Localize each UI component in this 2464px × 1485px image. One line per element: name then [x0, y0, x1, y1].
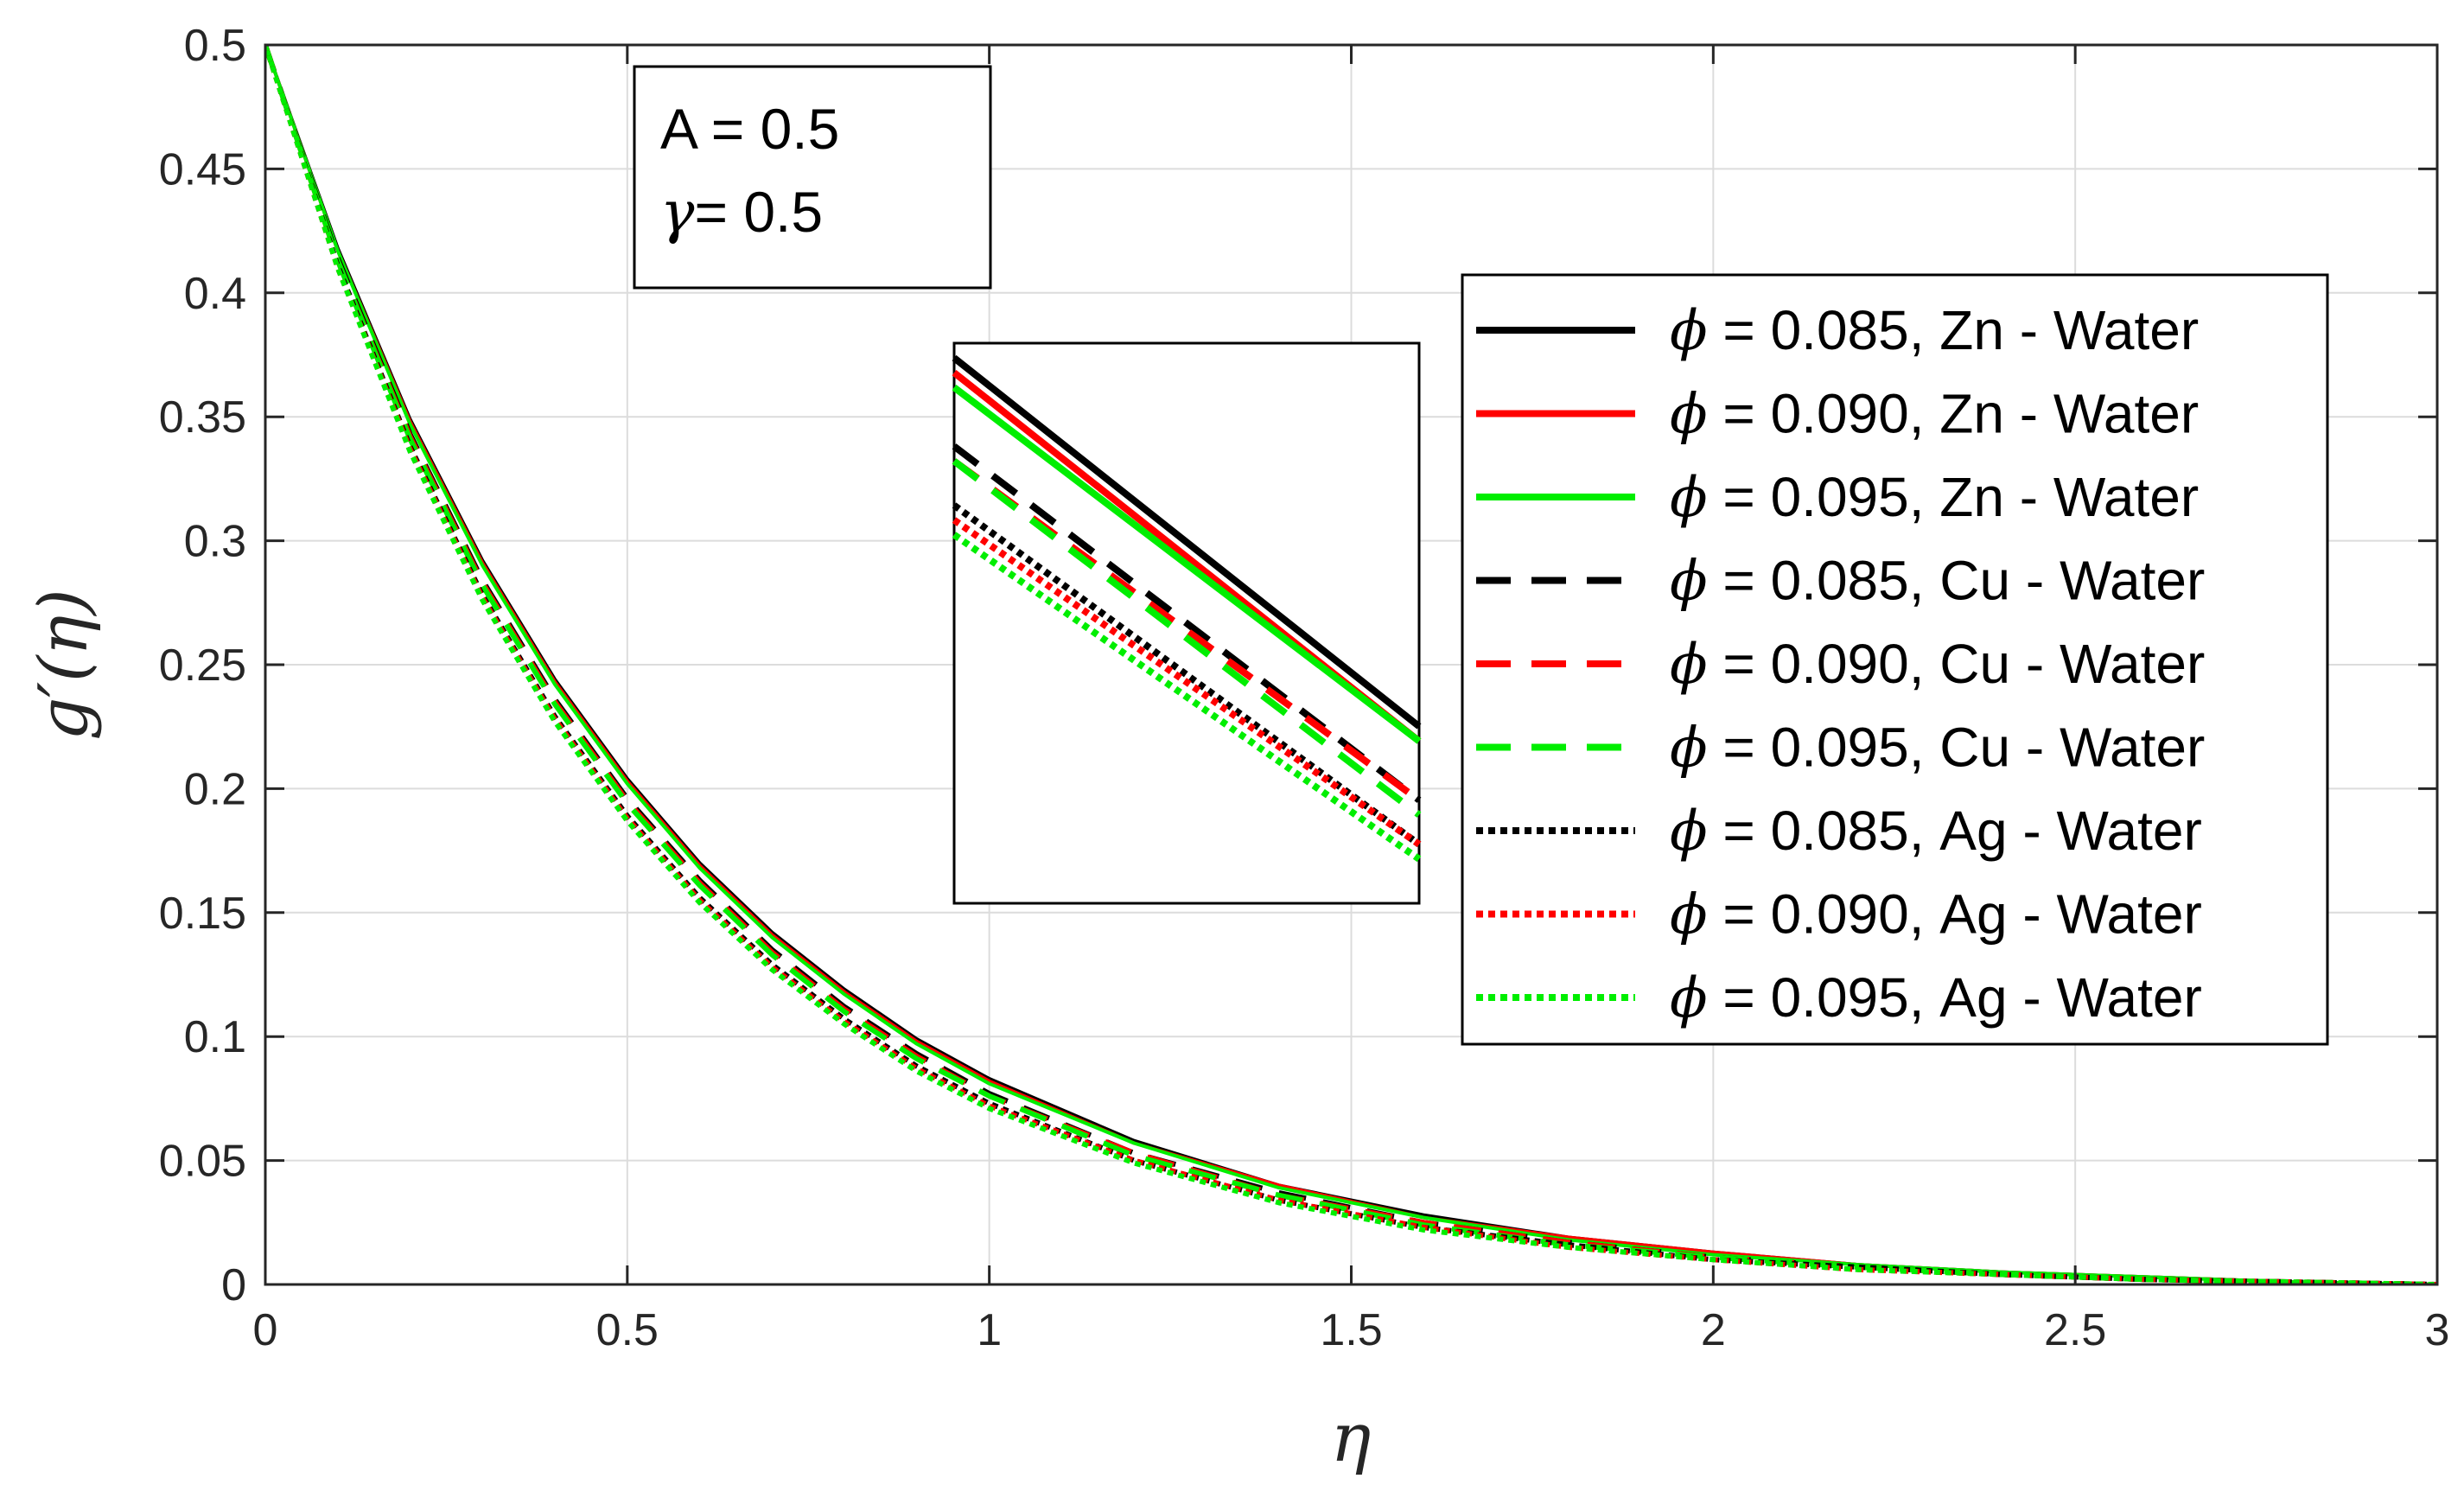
- inset-zoom: [952, 341, 1422, 905]
- y-tick-label: 0.25: [159, 641, 246, 691]
- series-line-7: [265, 45, 2437, 1284]
- legend-label-text: = 0.090, Ag - Water: [1708, 883, 2202, 946]
- x-tick-label: 1.5: [1320, 1305, 1382, 1355]
- legend-label-text: = 0.095, Zn - Water: [1708, 466, 2200, 528]
- ticks: [264, 43, 2439, 1286]
- inset-lines: [952, 354, 1422, 863]
- y-tick-label: 0.4: [184, 269, 246, 319]
- phi-symbol: ϕ: [1670, 717, 1708, 781]
- phi-symbol: ϕ: [1670, 550, 1708, 614]
- y-tick-label: 0.5: [184, 21, 246, 71]
- y-tick-label: 0.15: [159, 889, 246, 939]
- legend-label-8: ϕ = 0.090, Ag - Water: [1670, 883, 2202, 947]
- legend-label-7: ϕ = 0.085, Ag - Water: [1670, 800, 2202, 864]
- x-tick-label: 2.5: [2044, 1305, 2106, 1355]
- phi-symbol: ϕ: [1670, 633, 1708, 697]
- inset-line-1: [952, 354, 1422, 730]
- inset-line-9: [952, 532, 1422, 863]
- y-tick-label: 0: [221, 1260, 246, 1310]
- legend-label-6: ϕ = 0.095, Cu - Water: [1670, 717, 2205, 781]
- gamma-value: = 0.5: [694, 180, 823, 244]
- legend-label-text: = 0.090, Cu - Water: [1708, 633, 2206, 695]
- legend-label-text: = 0.090, Zn - Water: [1708, 383, 2200, 445]
- series-layer: [265, 45, 2437, 1284]
- annotation-box: [633, 65, 992, 290]
- gamma-symbol: γ: [660, 179, 695, 245]
- y-tick-label: 0.05: [159, 1137, 246, 1187]
- phi-symbol: ϕ: [1670, 466, 1708, 530]
- legend-box: [1461, 273, 2329, 1046]
- legend-label-3: ϕ = 0.095, Zn - Water: [1670, 466, 2199, 530]
- parameter-annotation: A = 0.5 γ= 0.5: [633, 65, 992, 290]
- inset-line-4: [952, 443, 1422, 803]
- tick-labels: 0 0.5 1 1.5 2 2.5 3 0 0.05 0.1 0.15 0.2 0.25 0.3 0.35 0…: [159, 21, 2450, 1355]
- inset-line-8: [952, 517, 1422, 848]
- y-axis-label: g′(η): [25, 589, 103, 740]
- x-tick-label: 1: [977, 1305, 1002, 1355]
- legend-label-5: ϕ = 0.090, Cu - Water: [1670, 633, 2205, 697]
- legend-label-text: = 0.085, Zn - Water: [1708, 299, 2200, 361]
- legend-label-4: ϕ = 0.085, Cu - Water: [1670, 550, 2205, 614]
- legend-label-1: ϕ = 0.085, Zn - Water: [1670, 299, 2199, 363]
- x-tick-label: 0: [253, 1305, 278, 1355]
- phi-symbol: ϕ: [1670, 966, 1708, 1030]
- y-tick-label: 0.35: [159, 392, 246, 443]
- x-tick-label: 0.5: [596, 1305, 659, 1355]
- inset-line-6: [952, 458, 1422, 818]
- phi-symbol: ϕ: [1670, 883, 1708, 947]
- legend-label-text: = 0.085, Ag - Water: [1708, 800, 2202, 862]
- y-tick-label: 0.1: [184, 1012, 246, 1062]
- phi-symbol: ϕ: [1670, 800, 1708, 864]
- x-axis-label: η: [1331, 1399, 1372, 1477]
- inset-line-7: [952, 502, 1422, 848]
- legend-label-text: = 0.085, Cu - Water: [1708, 550, 2206, 612]
- legend-label-text: = 0.095, Ag - Water: [1708, 966, 2202, 1029]
- legend-label-9: ϕ = 0.095, Ag - Water: [1670, 966, 2202, 1030]
- legend-label-text: = 0.095, Cu - Water: [1708, 717, 2206, 779]
- y-tick-label: 0.3: [184, 517, 246, 567]
- y-tick-label: 0.45: [159, 144, 246, 194]
- series-line-9: [265, 45, 2437, 1284]
- y-tick-label: 0.2: [184, 764, 246, 814]
- x-tick-label: 3: [2425, 1305, 2450, 1355]
- annotation-line-gamma: γ= 0.5: [660, 179, 823, 245]
- x-tick-label: 2: [1701, 1305, 1726, 1355]
- legend-label-2: ϕ = 0.090, Zn - Water: [1670, 383, 2199, 447]
- phi-symbol: ϕ: [1670, 299, 1708, 363]
- inset-line-3: [952, 384, 1422, 744]
- annotation-line-a: A = 0.5: [660, 97, 839, 161]
- phi-symbol: ϕ: [1670, 383, 1708, 447]
